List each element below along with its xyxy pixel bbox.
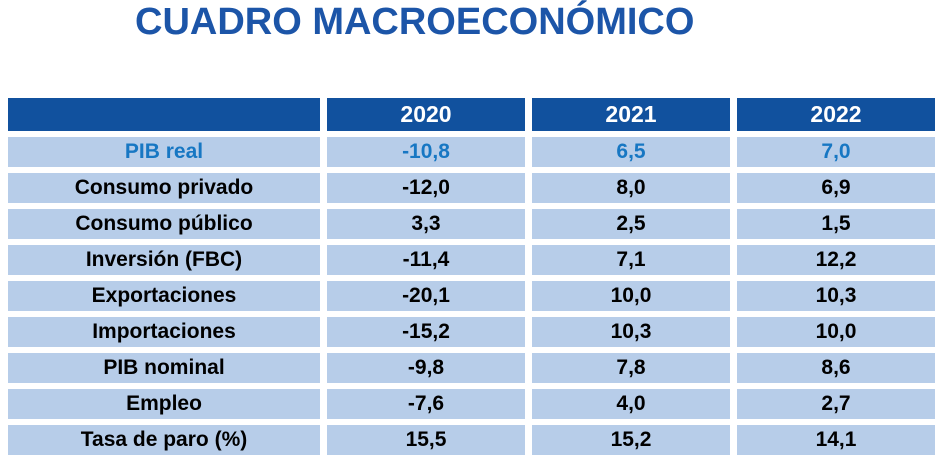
row-value: 7,8 — [532, 353, 730, 383]
row-value: -11,4 — [327, 245, 525, 275]
table-header-row: 2020 2021 2022 — [8, 98, 935, 131]
table-row: Consumo privado -12,0 8,0 6,9 — [8, 173, 935, 203]
row-label: Importaciones — [8, 317, 320, 347]
row-label: PIB real — [8, 137, 320, 167]
row-value: 7,1 — [532, 245, 730, 275]
row-value: 10,3 — [532, 317, 730, 347]
row-value: 4,0 — [532, 389, 730, 419]
table-row: Tasa de paro (%) 15,5 15,2 14,1 — [8, 425, 935, 455]
table-row: Consumo público 3,3 2,5 1,5 — [8, 209, 935, 239]
row-value: 15,2 — [532, 425, 730, 455]
row-value: 8,0 — [532, 173, 730, 203]
row-label: Consumo público — [8, 209, 320, 239]
row-value: 3,3 — [327, 209, 525, 239]
row-label: PIB nominal — [8, 353, 320, 383]
row-value: 6,5 — [532, 137, 730, 167]
row-label: Inversión (FBC) — [8, 245, 320, 275]
row-value: 12,2 — [737, 245, 935, 275]
table-row: PIB real -10,8 6,5 7,0 — [8, 137, 935, 167]
row-value: 14,1 — [737, 425, 935, 455]
column-header-2021: 2021 — [532, 98, 730, 131]
row-value: 2,5 — [532, 209, 730, 239]
row-value: -10,8 — [327, 137, 525, 167]
row-label: Consumo privado — [8, 173, 320, 203]
table-row: Importaciones -15,2 10,3 10,0 — [8, 317, 935, 347]
row-label: Tasa de paro (%) — [8, 425, 320, 455]
column-header-2022: 2022 — [737, 98, 935, 131]
table-row: Inversión (FBC) -11,4 7,1 12,2 — [8, 245, 935, 275]
page-title: CUADRO MACROECONÓMICO — [135, 1, 695, 43]
row-label: Exportaciones — [8, 281, 320, 311]
table-row: Exportaciones -20,1 10,0 10,3 — [8, 281, 935, 311]
row-value: 10,0 — [532, 281, 730, 311]
table-row: PIB nominal -9,8 7,8 8,6 — [8, 353, 935, 383]
row-value: -9,8 — [327, 353, 525, 383]
column-header-2020: 2020 — [327, 98, 525, 131]
row-value: -12,0 — [327, 173, 525, 203]
table-body: PIB real -10,8 6,5 7,0 Consumo privado -… — [8, 137, 935, 455]
row-value: -7,6 — [327, 389, 525, 419]
row-value: 10,3 — [737, 281, 935, 311]
row-value: 10,0 — [737, 317, 935, 347]
corner-cell — [8, 98, 320, 131]
row-value: 15,5 — [327, 425, 525, 455]
row-value: 1,5 — [737, 209, 935, 239]
macro-table: 2020 2021 2022 PIB real -10,8 6,5 7,0 Co… — [1, 92, 942, 461]
row-value: 2,7 — [737, 389, 935, 419]
row-value: 7,0 — [737, 137, 935, 167]
table-row: Empleo -7,6 4,0 2,7 — [8, 389, 935, 419]
row-label: Empleo — [8, 389, 320, 419]
row-value: -20,1 — [327, 281, 525, 311]
row-value: 6,9 — [737, 173, 935, 203]
row-value: -15,2 — [327, 317, 525, 347]
row-value: 8,6 — [737, 353, 935, 383]
